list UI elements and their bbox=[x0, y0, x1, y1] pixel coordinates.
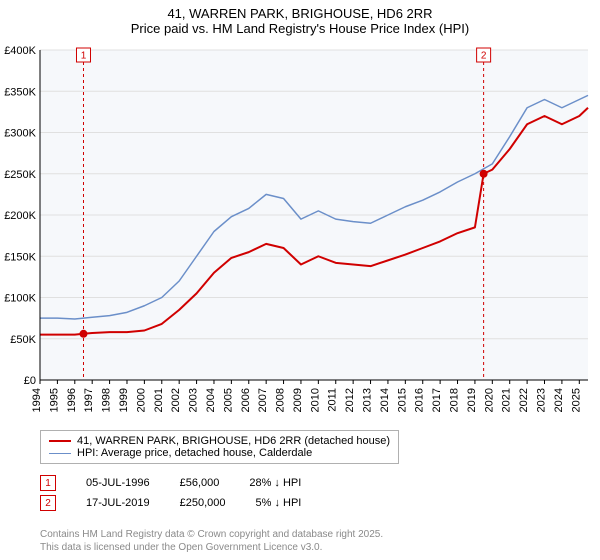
chart-area: £0 £50K £100K £150K £200K £250K £300K £350K £400… bbox=[0, 40, 600, 420]
svg-text:1: 1 bbox=[81, 51, 87, 62]
svg-text:1996: 1996 bbox=[66, 388, 78, 412]
svg-text:1997: 1997 bbox=[83, 388, 95, 412]
svg-text:2018: 2018 bbox=[449, 388, 461, 412]
svg-text:2003: 2003 bbox=[188, 388, 200, 412]
legend-row-series1: 41, WARREN PARK, BRIGHOUSE, HD6 2RR (det… bbox=[49, 435, 390, 447]
legend-label-series1: 41, WARREN PARK, BRIGHOUSE, HD6 2RR (det… bbox=[77, 435, 390, 447]
marker-delta-1: 28% ↓ HPI bbox=[249, 477, 301, 489]
svg-text:£100K: £100K bbox=[4, 293, 36, 305]
svg-text:2023: 2023 bbox=[536, 388, 548, 412]
svg-text:2010: 2010 bbox=[309, 388, 321, 412]
legend-row-series2: HPI: Average price, detached house, Cald… bbox=[49, 447, 390, 459]
svg-text:2019: 2019 bbox=[466, 388, 478, 412]
svg-text:2: 2 bbox=[481, 51, 487, 62]
svg-text:2007: 2007 bbox=[257, 388, 269, 412]
svg-text:£200K: £200K bbox=[4, 210, 36, 222]
marker-price-2: £250,000 bbox=[180, 497, 226, 509]
svg-text:£300K: £300K bbox=[4, 128, 36, 140]
svg-text:2024: 2024 bbox=[553, 388, 565, 412]
svg-text:2002: 2002 bbox=[170, 388, 182, 412]
svg-text:2008: 2008 bbox=[275, 388, 287, 412]
svg-text:£150K: £150K bbox=[4, 251, 36, 263]
svg-text:2006: 2006 bbox=[240, 388, 252, 412]
svg-text:2014: 2014 bbox=[379, 388, 391, 412]
svg-text:£250K: £250K bbox=[4, 169, 36, 181]
marker-date-2: 17-JUL-2019 bbox=[86, 497, 150, 509]
svg-text:2004: 2004 bbox=[205, 388, 217, 412]
svg-text:2025: 2025 bbox=[570, 388, 582, 412]
marker-info-row-1: 1 05-JUL-1996 £56,000 28% ↓ HPI bbox=[40, 475, 301, 491]
svg-text:2009: 2009 bbox=[292, 388, 304, 412]
svg-text:1994: 1994 bbox=[31, 388, 43, 412]
svg-text:2021: 2021 bbox=[501, 388, 513, 412]
marker-info: 1 05-JUL-1996 £56,000 28% ↓ HPI 2 17-JUL… bbox=[40, 475, 301, 515]
svg-text:£0: £0 bbox=[24, 375, 36, 387]
marker-delta-2: 5% ↓ HPI bbox=[255, 497, 301, 509]
svg-text:2011: 2011 bbox=[327, 388, 339, 412]
svg-text:2005: 2005 bbox=[222, 388, 234, 412]
chart-title-line1: 41, WARREN PARK, BRIGHOUSE, HD6 2RR bbox=[0, 6, 600, 21]
legend-label-series2: HPI: Average price, detached house, Cald… bbox=[77, 447, 312, 459]
legend: 41, WARREN PARK, BRIGHOUSE, HD6 2RR (det… bbox=[40, 430, 399, 464]
svg-text:2016: 2016 bbox=[414, 388, 426, 412]
chart-title-line2: Price paid vs. HM Land Registry's House … bbox=[0, 21, 600, 36]
svg-text:£350K: £350K bbox=[4, 86, 36, 98]
svg-text:2000: 2000 bbox=[135, 388, 147, 412]
legend-swatch-series2 bbox=[49, 453, 71, 454]
svg-text:2017: 2017 bbox=[431, 388, 443, 412]
svg-text:2020: 2020 bbox=[483, 388, 495, 412]
legend-swatch-series1 bbox=[49, 440, 71, 442]
svg-text:1998: 1998 bbox=[101, 388, 113, 412]
marker-box-2: 2 bbox=[40, 495, 56, 511]
marker-box-1: 1 bbox=[40, 475, 56, 491]
marker-info-row-2: 2 17-JUL-2019 £250,000 5% ↓ HPI bbox=[40, 495, 301, 511]
marker-price-1: £56,000 bbox=[180, 477, 220, 489]
svg-text:2012: 2012 bbox=[344, 388, 356, 412]
svg-text:2001: 2001 bbox=[153, 388, 165, 412]
svg-text:£400K: £400K bbox=[4, 45, 36, 57]
svg-text:1999: 1999 bbox=[118, 388, 130, 412]
svg-text:£50K: £50K bbox=[10, 334, 36, 346]
marker-date-1: 05-JUL-1996 bbox=[86, 477, 150, 489]
svg-text:2015: 2015 bbox=[396, 388, 408, 412]
svg-text:2013: 2013 bbox=[362, 388, 374, 412]
svg-text:1995: 1995 bbox=[48, 388, 60, 412]
svg-text:2022: 2022 bbox=[518, 388, 530, 412]
license-text: Contains HM Land Registry data © Crown c… bbox=[40, 529, 383, 554]
